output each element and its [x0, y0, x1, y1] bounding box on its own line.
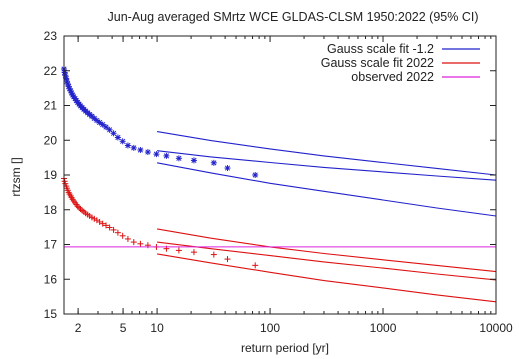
marker-stroke [68, 90, 75, 96]
marker-stroke [120, 138, 126, 144]
fit-line-central [157, 241, 497, 281]
data-point [110, 226, 117, 233]
data-point [252, 172, 259, 178]
data-point [106, 126, 113, 133]
fit-line-lower [156, 162, 497, 217]
marker-stroke [64, 78, 70, 84]
x-tick-label: 10 [150, 321, 164, 335]
data-point [76, 204, 83, 211]
x-tick-label: 100 [260, 321, 280, 335]
x-tick-label: 10000 [479, 321, 513, 335]
marker-stroke [176, 155, 182, 161]
legend-label: observed 2022 [351, 70, 434, 84]
data-point [137, 240, 144, 247]
data-point [224, 165, 231, 172]
x-tick-label: 2 [75, 321, 82, 335]
marker-stroke [66, 86, 73, 92]
data-point [210, 251, 217, 258]
marker-stroke [153, 151, 160, 157]
marker-stroke [110, 130, 117, 136]
data-point [124, 235, 131, 242]
data-point [130, 239, 137, 246]
data-point [252, 262, 259, 269]
data-point [102, 124, 109, 131]
data-point [190, 157, 197, 164]
data-point [153, 151, 160, 158]
data-point [124, 142, 131, 149]
legend-label: Gauss scale fit 2022 [321, 56, 434, 70]
data-point [163, 152, 170, 159]
marker-stroke [191, 157, 197, 164]
marker-stroke [103, 124, 109, 130]
data-point [119, 138, 126, 145]
y-tick-label: 23 [44, 29, 58, 43]
data-point [130, 144, 137, 151]
data-point [137, 146, 144, 153]
y-tick-label: 20 [44, 133, 58, 147]
y-tick-label: 22 [44, 64, 58, 78]
y-tick-label: 19 [44, 168, 58, 182]
marker-stroke [94, 117, 100, 124]
data-point [106, 224, 113, 231]
fit-line-central [157, 150, 497, 181]
data-point [96, 218, 103, 225]
data-point [224, 256, 231, 263]
data-point [144, 149, 151, 156]
data-point [210, 159, 217, 166]
marker-stroke [252, 172, 258, 178]
data-point [110, 130, 117, 137]
chart-title: Jun-Aug averaged SMrtz WCE GLDAS-CLSM 19… [108, 10, 479, 24]
marker-stroke [107, 127, 113, 133]
marker-stroke [145, 149, 151, 155]
marker-stroke [211, 160, 217, 166]
data-point [114, 229, 121, 236]
marker-stroke [91, 115, 97, 121]
data-point [175, 155, 182, 162]
marker-stroke [68, 88, 74, 94]
plot-area [61, 66, 497, 303]
y-axis-label-group: rtzsm [] [9, 157, 23, 196]
y-tick-label: 18 [44, 203, 58, 217]
data-point [190, 249, 197, 256]
axis-ticks: 2 5 10 100 1000 10000 15 16 17 18 19 20 21 22 23 [44, 29, 513, 335]
plot-frame [63, 35, 497, 315]
x-tick-label: 1000 [370, 321, 397, 335]
marker-stroke [100, 122, 106, 128]
marker-stroke [163, 153, 170, 159]
marker-stroke [63, 75, 69, 81]
marker-stroke [125, 142, 131, 149]
marker-stroke [131, 145, 137, 151]
y-tick-label: 16 [44, 272, 58, 286]
data-point [119, 232, 126, 239]
y-axis-label: rtzsm [] [9, 157, 23, 196]
legend-label: Gauss scale fit -1.2 [327, 42, 434, 56]
x-axis-label: return period [yr] [241, 341, 329, 355]
data-point [175, 247, 182, 254]
marker-stroke [224, 165, 231, 171]
y-tick-label: 21 [44, 99, 58, 113]
y-tick-label: 15 [44, 307, 58, 321]
data-point [96, 119, 103, 126]
fit-line-lower [157, 253, 497, 303]
marker-stroke [137, 147, 144, 153]
fit-line-upper [157, 228, 497, 273]
marker-stroke [97, 119, 103, 126]
y-tick-label: 17 [44, 238, 58, 252]
x-tick-label: 5 [120, 321, 127, 335]
data-point [74, 203, 81, 210]
data-point [114, 134, 121, 141]
marker-stroke [115, 134, 121, 141]
marker-stroke [66, 83, 72, 89]
data-point [99, 121, 106, 128]
data-point [102, 222, 109, 229]
data-point [91, 215, 98, 222]
fit-line-upper [157, 131, 497, 176]
data-point [99, 220, 106, 227]
marker-stroke [72, 95, 78, 102]
marker-stroke [65, 81, 71, 87]
